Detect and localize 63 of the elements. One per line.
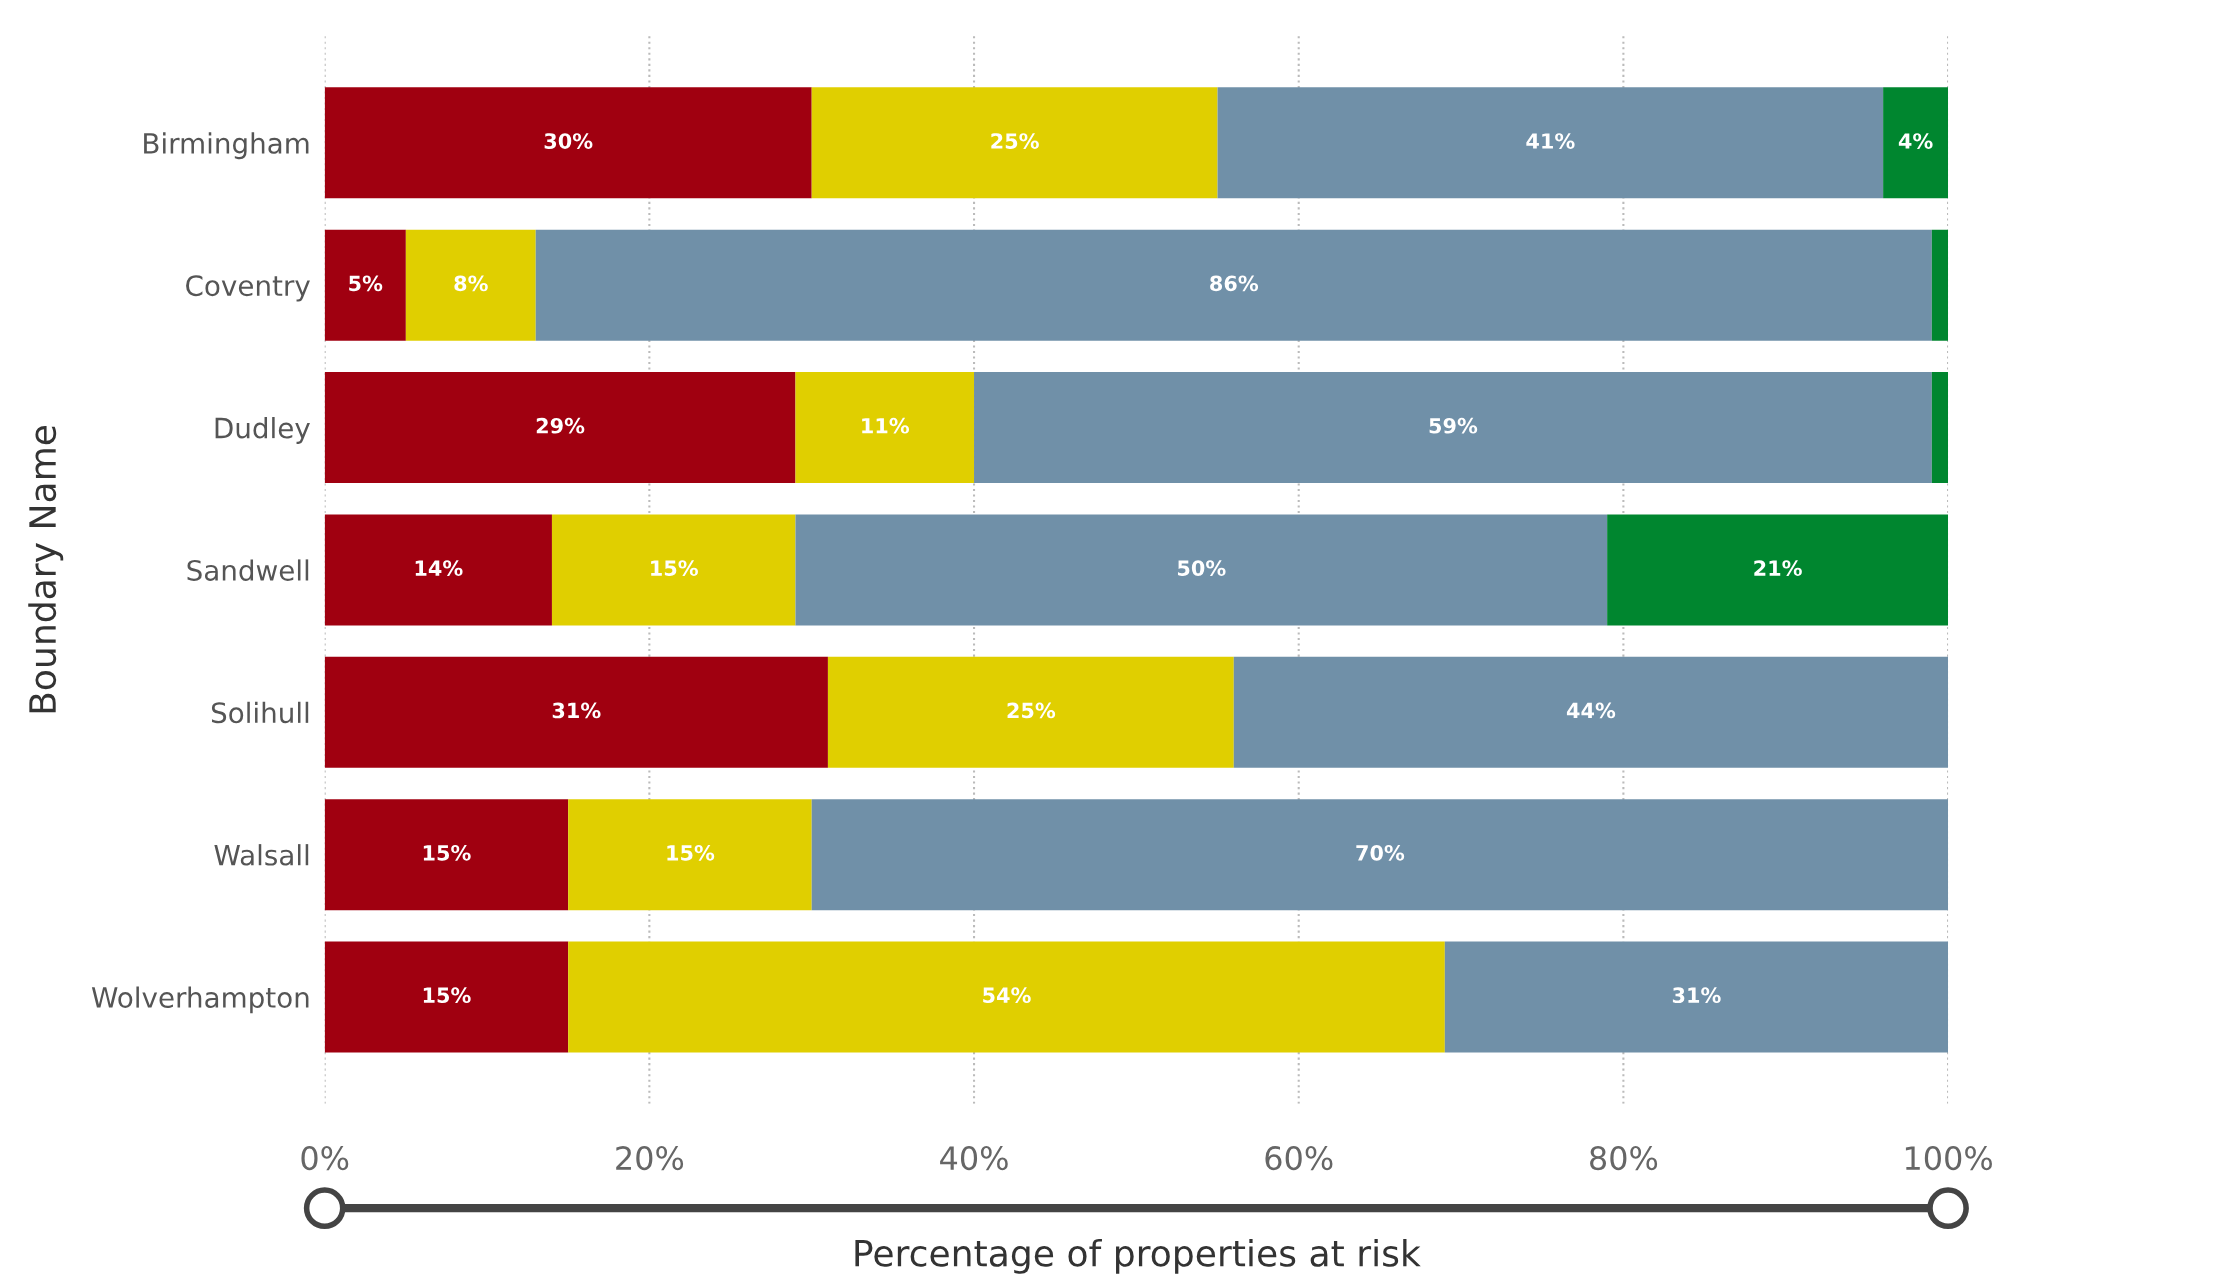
bar — [827, 656, 1234, 768]
bar — [795, 514, 1608, 626]
bar — [405, 229, 536, 341]
data-label: 54% — [983, 987, 1031, 1004]
bar — [324, 87, 812, 199]
data-label: 30% — [544, 133, 593, 149]
y-tick-label: Dudley — [215, 417, 310, 444]
x-tick-label: 80% — [1590, 1146, 1658, 1171]
data-label: 41% — [1526, 133, 1575, 149]
bar — [324, 514, 552, 626]
y-tick-label: Birmingham — [144, 132, 309, 160]
bar — [1444, 941, 1949, 1053]
data-label: 50% — [1177, 560, 1226, 576]
data-label: 5% — [349, 275, 383, 292]
bar — [974, 372, 1932, 484]
data-label: 25% — [991, 133, 1039, 149]
bar — [1217, 87, 1884, 199]
x-tick-label: 100% — [1905, 1146, 1992, 1171]
x-tick-label: 20% — [616, 1146, 684, 1171]
data-label: 15% — [667, 844, 715, 861]
x-tick-label: 60% — [1265, 1146, 1333, 1171]
data-label: 4% — [1898, 133, 1933, 149]
bar — [324, 656, 828, 768]
data-label: 15% — [423, 844, 471, 861]
data-label: 29% — [536, 417, 585, 434]
data-label: 15% — [651, 560, 698, 576]
data-label: 8% — [454, 275, 488, 292]
data-label: 31% — [552, 702, 601, 719]
bar — [1931, 229, 1949, 341]
bar — [568, 799, 812, 911]
bar — [811, 799, 1949, 911]
y-tick-label: Wolverhampton — [91, 986, 309, 1014]
y-tick-label: Walsall — [214, 844, 309, 866]
data-label: 70% — [1356, 844, 1405, 861]
bar — [324, 941, 569, 1053]
data-label: 59% — [1429, 417, 1478, 434]
bar — [568, 941, 1445, 1053]
bar — [551, 514, 796, 626]
data-label: 25% — [1007, 702, 1056, 719]
data-label: 86% — [1210, 275, 1259, 292]
data-label: 44% — [1566, 702, 1616, 719]
bar — [1607, 514, 1949, 626]
y-tick-label: Solihull — [211, 701, 309, 724]
bar — [324, 799, 569, 911]
data-label: 11% — [862, 417, 910, 434]
bar — [324, 372, 796, 484]
y-axis-title: Boundary Name — [28, 425, 64, 713]
bar — [324, 229, 406, 341]
y-tick-label: Sandwell — [187, 559, 309, 581]
bar — [1931, 372, 1949, 484]
data-label: 31% — [1672, 987, 1721, 1004]
bar — [795, 372, 975, 484]
x-tick-label: 0% — [301, 1146, 349, 1171]
y-tick-label: Coventry — [186, 275, 310, 302]
bar — [1883, 87, 1949, 199]
data-label: 21% — [1754, 560, 1802, 576]
bar — [811, 87, 1218, 199]
data-label: 15% — [423, 987, 471, 1004]
data-label: 14% — [415, 560, 463, 576]
x-axis-title: Percentage of properties at risk — [855, 1238, 1421, 1274]
bar — [1233, 656, 1949, 768]
bar — [535, 229, 1932, 341]
x-tick-label: 40% — [940, 1146, 1008, 1171]
